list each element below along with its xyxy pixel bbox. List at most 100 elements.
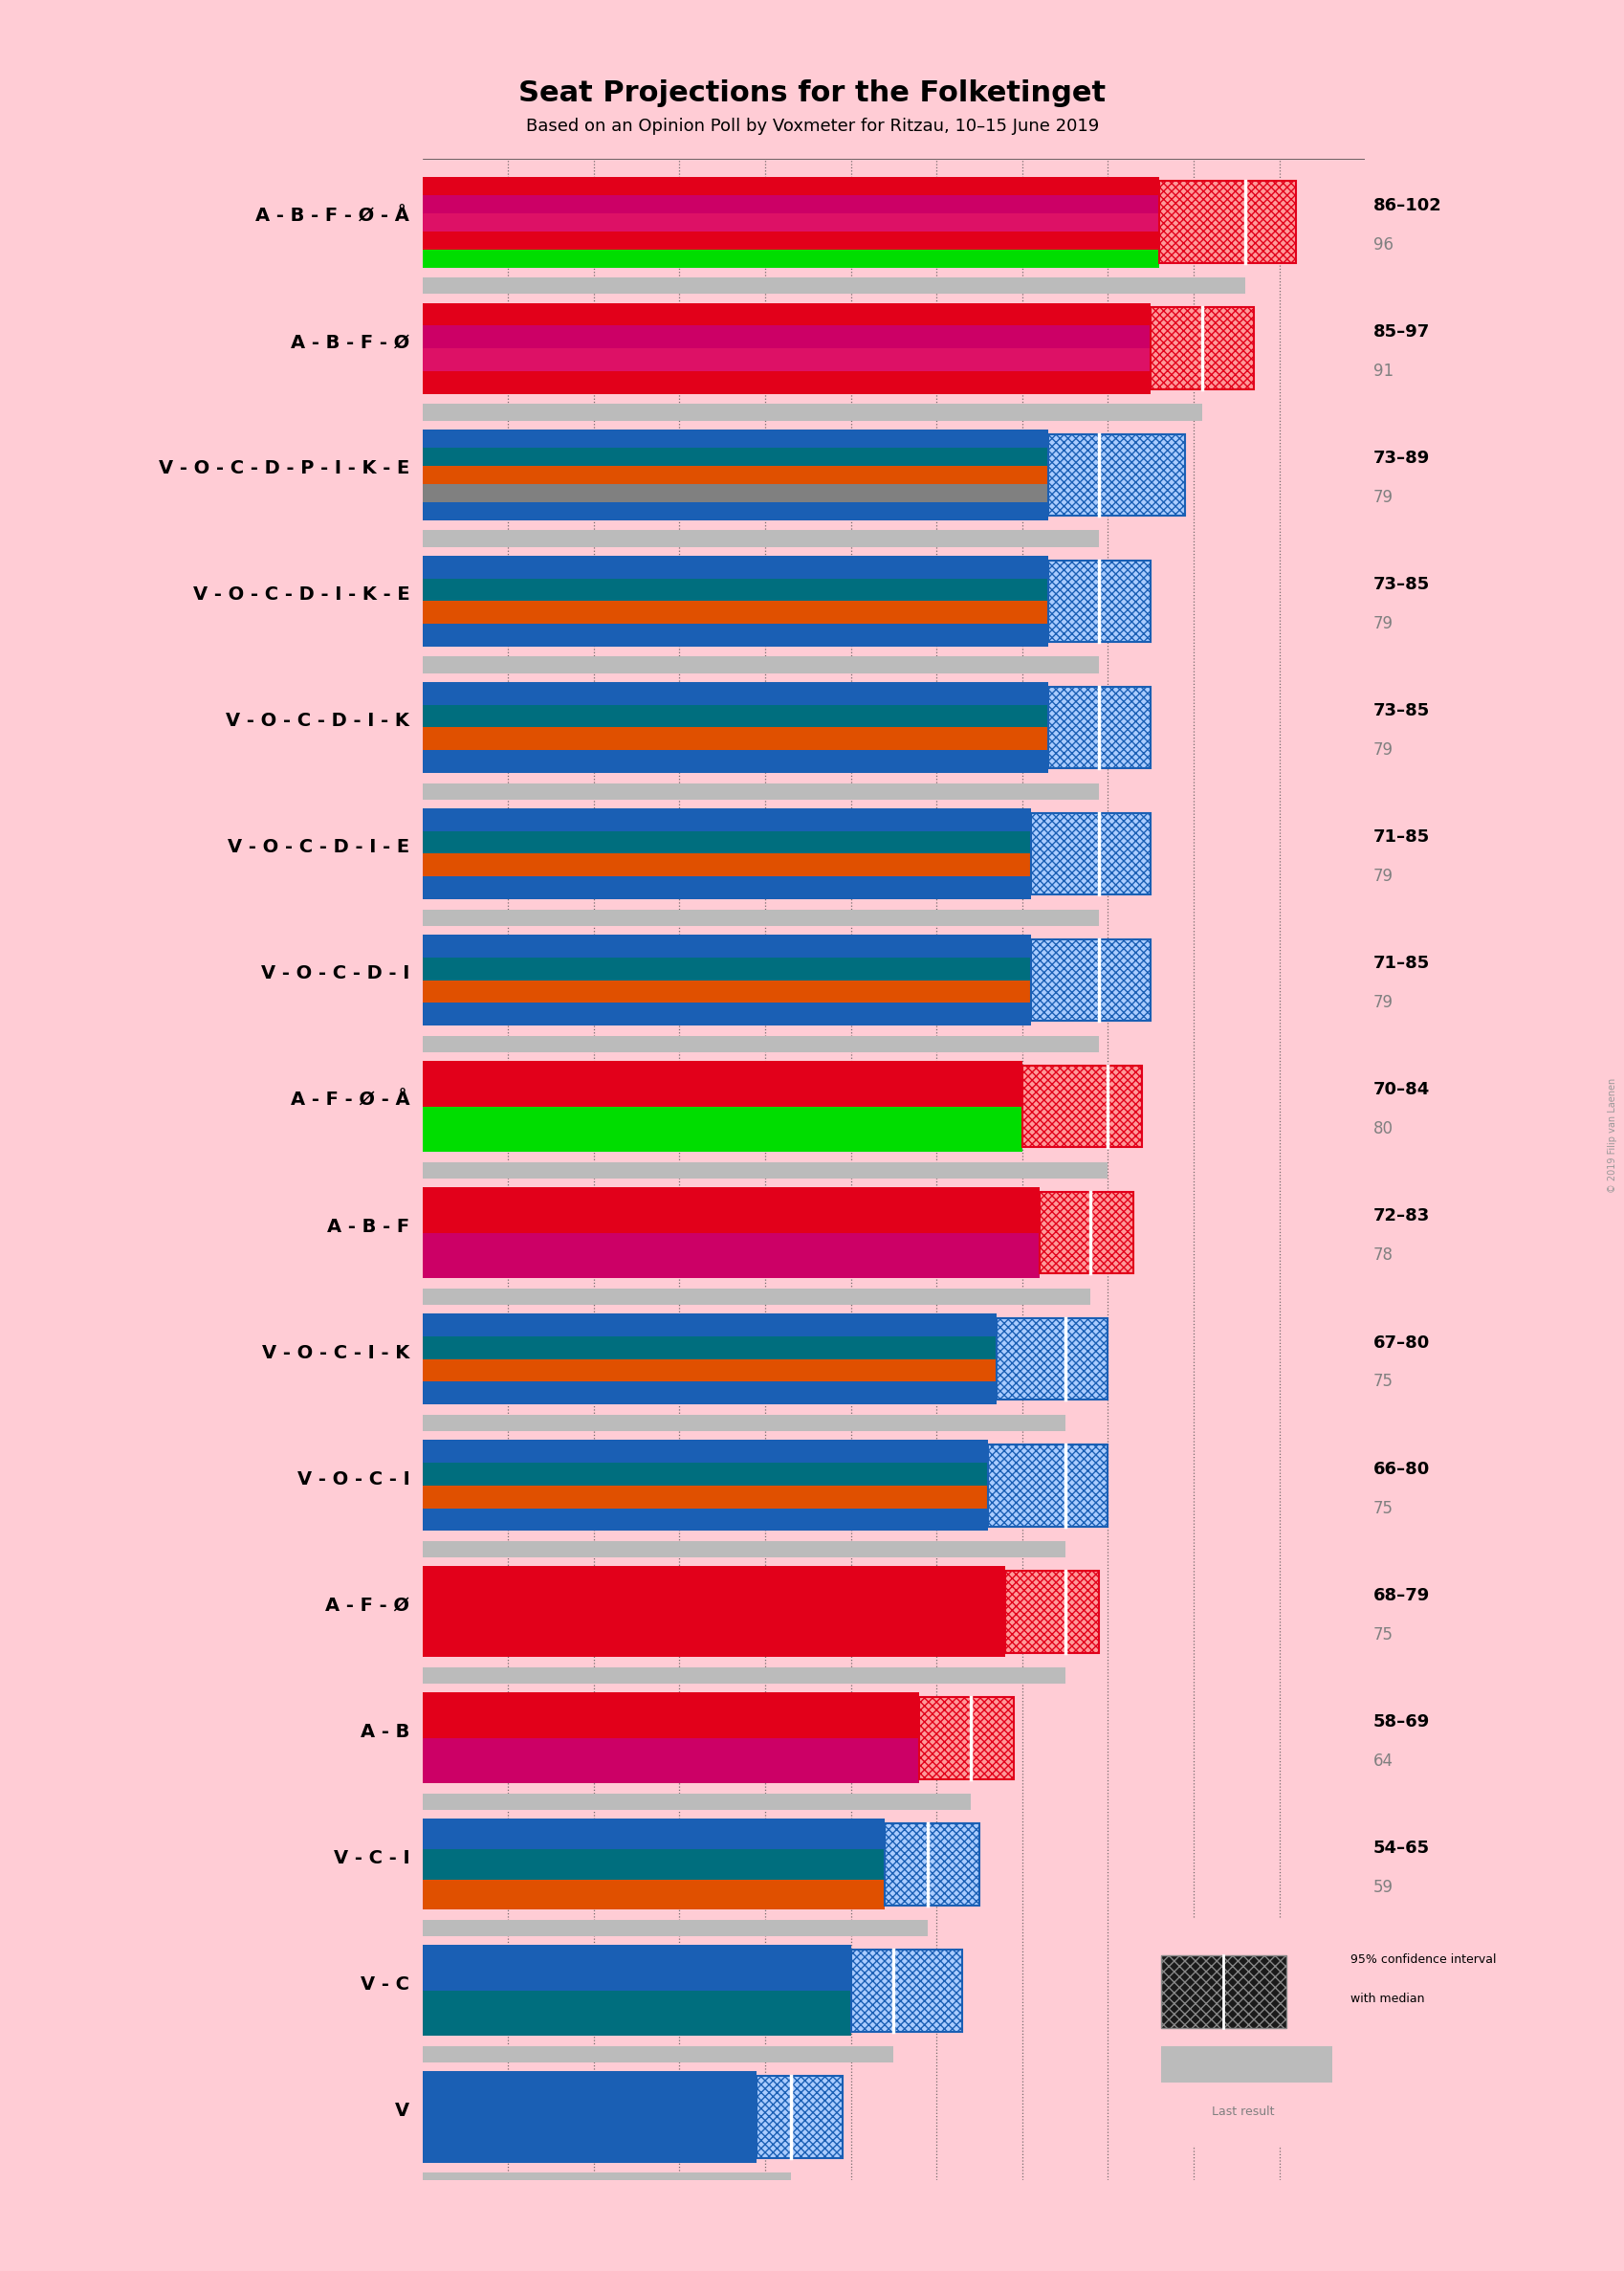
Text: V - O - C - D - P - I - K - E: V - O - C - D - P - I - K - E [159, 459, 409, 477]
Text: V: V [395, 2101, 409, 2119]
Bar [422, 1737, 919, 1783]
Text: V - C - I: V - C - I [333, 1849, 409, 1867]
Bar [422, 1508, 987, 1531]
Text: V - O - C - D - I - K: V - O - C - D - I - K [226, 713, 409, 731]
Bar [1150, 307, 1252, 388]
Text: 79: 79 [1372, 615, 1393, 631]
Bar [422, 1819, 885, 1849]
Bar [1150, 307, 1252, 388]
Bar [422, 1233, 1039, 1279]
Bar [919, 1696, 1013, 1778]
Bar [1047, 561, 1150, 643]
Bar [422, 854, 1030, 877]
Bar [422, 602, 1047, 625]
Text: A - B - F - Ø - Å: A - B - F - Ø - Å [255, 207, 409, 225]
Bar [422, 1567, 1005, 1658]
Bar [422, 2071, 757, 2162]
Text: 55: 55 [1372, 2005, 1393, 2021]
Bar [987, 1444, 1108, 1526]
Text: 75: 75 [1372, 1374, 1393, 1390]
Bar [422, 195, 1158, 213]
Bar [919, 1696, 1013, 1778]
Text: 43: 43 [1372, 2130, 1393, 2148]
Text: 79: 79 [1372, 995, 1393, 1011]
Bar [422, 370, 1150, 393]
Bar [885, 1824, 979, 1905]
Bar [422, 656, 1099, 672]
Text: 66–80: 66–80 [1372, 1460, 1429, 1478]
Bar [1160, 2046, 1332, 2083]
Bar [757, 2076, 841, 2157]
Bar [422, 1036, 1099, 1051]
Bar [422, 302, 1150, 325]
Bar [422, 1415, 1064, 1431]
Bar [422, 447, 1047, 466]
Bar [1158, 182, 1296, 263]
Text: V - O - C - D - I - E: V - O - C - D - I - E [227, 838, 409, 856]
Text: © 2019 Filip van Laenen: © 2019 Filip van Laenen [1606, 1079, 1616, 1192]
Bar [422, 1667, 1064, 1683]
Bar [422, 1163, 1108, 1179]
Bar [422, 232, 1158, 250]
Text: 86–102: 86–102 [1372, 198, 1442, 213]
Bar [987, 1444, 1108, 1526]
Bar [1021, 1065, 1142, 1147]
Bar [422, 1188, 1039, 1233]
Bar [422, 1061, 1021, 1106]
Bar [422, 749, 1047, 772]
Bar [422, 1849, 885, 1880]
Bar [422, 1381, 996, 1403]
Text: 91: 91 [1372, 363, 1393, 379]
Text: 75: 75 [1372, 1626, 1393, 1642]
Text: A - B - F: A - B - F [326, 1217, 409, 1235]
Bar [422, 1946, 851, 1992]
Bar [757, 2076, 841, 2157]
Bar [422, 250, 1158, 268]
Text: 59: 59 [1372, 1878, 1393, 1896]
Bar [1047, 434, 1184, 516]
Bar [422, 579, 1047, 602]
Bar [422, 502, 1047, 520]
Bar [1160, 1955, 1285, 2028]
Text: 78: 78 [1372, 1247, 1393, 1265]
Bar [422, 1919, 927, 1937]
Text: 58–69: 58–69 [1372, 1712, 1429, 1731]
Bar [1047, 561, 1150, 643]
Bar [1021, 1065, 1142, 1147]
Bar [422, 1440, 987, 1463]
Text: 75: 75 [1372, 1499, 1393, 1517]
Bar [422, 831, 1030, 854]
Text: 95% confidence interval: 95% confidence interval [1350, 1953, 1496, 1967]
Text: 79: 79 [1372, 868, 1393, 886]
Bar [851, 1951, 961, 2033]
Bar [996, 1317, 1108, 1399]
Bar [422, 213, 1158, 232]
Bar [885, 1824, 979, 1905]
Bar [422, 404, 1202, 420]
Text: A - B: A - B [361, 1724, 409, 1742]
Bar [422, 1880, 885, 1910]
Bar [1047, 686, 1150, 768]
Text: 64: 64 [1372, 1753, 1393, 1769]
Bar [422, 531, 1099, 547]
Text: 96: 96 [1372, 236, 1393, 254]
Bar [1030, 813, 1150, 895]
Text: 68–79: 68–79 [1372, 1587, 1429, 1603]
Text: V - O - C - D - I: V - O - C - D - I [261, 965, 409, 983]
Bar [422, 1335, 996, 1358]
Text: with median: with median [1350, 1992, 1424, 2005]
Bar [422, 1542, 1064, 1558]
Text: 39–49: 39–49 [1372, 2092, 1429, 2110]
Text: 50–63: 50–63 [1372, 1967, 1429, 1983]
Bar [422, 1794, 970, 1810]
Bar [1005, 1572, 1099, 1653]
Bar [422, 808, 1030, 831]
Bar [422, 1992, 851, 2037]
Text: 73–89: 73–89 [1372, 450, 1429, 468]
Bar [422, 1463, 987, 1485]
Bar [422, 958, 1030, 981]
Text: Based on an Opinion Poll by Voxmeter for Ritzau, 10–15 June 2019: Based on an Opinion Poll by Voxmeter for… [526, 118, 1098, 136]
Bar [422, 177, 1158, 195]
Bar [422, 1485, 987, 1508]
Text: 54–65: 54–65 [1372, 1840, 1429, 1855]
